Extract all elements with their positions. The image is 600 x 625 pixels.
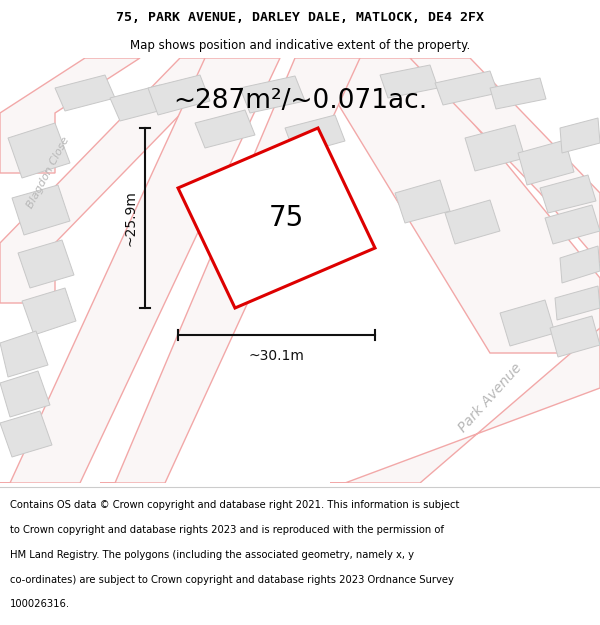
Polygon shape [285,115,345,155]
Polygon shape [240,76,305,113]
Polygon shape [195,110,255,148]
Polygon shape [148,75,210,115]
Polygon shape [465,125,525,171]
Polygon shape [518,140,574,185]
Polygon shape [380,65,438,98]
Polygon shape [540,175,596,213]
Polygon shape [560,246,600,283]
Text: Map shows position and indicative extent of the property.: Map shows position and indicative extent… [130,39,470,52]
Polygon shape [0,58,140,173]
Polygon shape [18,240,74,288]
Polygon shape [550,316,600,357]
Text: 100026316.: 100026316. [10,599,70,609]
Text: 75: 75 [269,204,304,232]
Text: 75, PARK AVENUE, DARLEY DALE, MATLOCK, DE4 2FX: 75, PARK AVENUE, DARLEY DALE, MATLOCK, D… [116,11,484,24]
Polygon shape [435,71,498,105]
Text: ~30.1m: ~30.1m [248,349,304,363]
Polygon shape [100,58,360,483]
Polygon shape [178,128,375,308]
Polygon shape [395,180,450,223]
Polygon shape [0,58,280,483]
Polygon shape [445,200,500,244]
Polygon shape [0,331,48,377]
Polygon shape [0,371,50,417]
Text: Contains OS data © Crown copyright and database right 2021. This information is : Contains OS data © Crown copyright and d… [10,500,460,510]
Polygon shape [22,288,76,335]
Polygon shape [545,205,600,244]
Polygon shape [12,185,70,235]
Polygon shape [110,85,170,121]
Polygon shape [8,123,70,178]
Polygon shape [0,411,52,457]
Polygon shape [55,75,115,111]
Text: co-ordinates) are subject to Crown copyright and database rights 2023 Ordnance S: co-ordinates) are subject to Crown copyr… [10,574,454,584]
Text: Park Avenue: Park Avenue [455,361,524,435]
Text: HM Land Registry. The polygons (including the associated geometry, namely x, y: HM Land Registry. The polygons (includin… [10,550,414,560]
Text: Blagdon Close: Blagdon Close [25,136,71,211]
Polygon shape [310,58,600,353]
Polygon shape [410,58,600,263]
Polygon shape [490,78,546,109]
Text: ~25.9m: ~25.9m [123,190,137,246]
Text: ~287m²/~0.071ac.: ~287m²/~0.071ac. [173,88,427,114]
Polygon shape [0,58,235,303]
Polygon shape [555,286,600,320]
Polygon shape [560,118,600,153]
Polygon shape [330,328,600,483]
Polygon shape [500,300,555,346]
Text: to Crown copyright and database rights 2023 and is reproduced with the permissio: to Crown copyright and database rights 2… [10,525,444,535]
